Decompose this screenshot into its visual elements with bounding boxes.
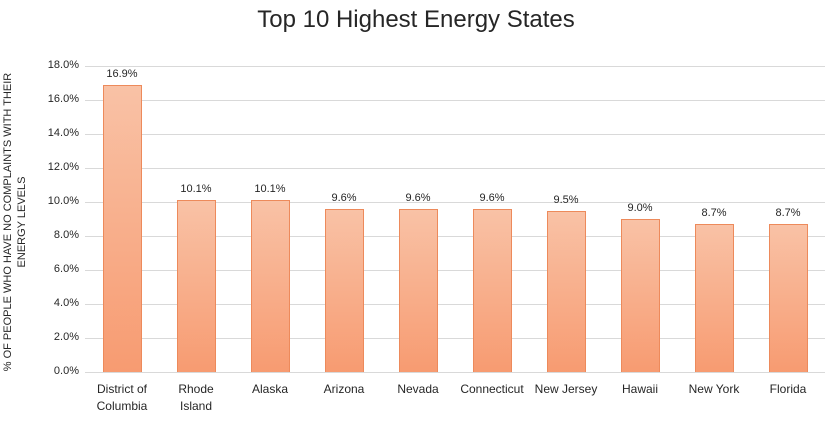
gridline: [85, 134, 825, 135]
y-tick-label: 2.0%: [53, 331, 79, 343]
y-tick-label: 14.0%: [47, 127, 79, 139]
y-tick-label: 8.0%: [53, 229, 79, 241]
gridline: [85, 202, 825, 203]
bar-nevada: [398, 208, 438, 372]
x-category-label: Nevada: [397, 382, 439, 396]
bar-value-label: 9.6%: [331, 191, 357, 204]
gridline: [85, 338, 825, 339]
y-tick-label: 18.0%: [47, 59, 79, 71]
gridline: [85, 66, 825, 67]
x-axis-line: [85, 372, 825, 373]
bar-value-label: 8.7%: [775, 207, 801, 220]
y-tick-label: 4.0%: [53, 297, 79, 309]
x-category-label: Hawaii: [621, 382, 658, 396]
gridline: [85, 270, 825, 271]
bar-rhode-island: [176, 200, 216, 372]
bar-district-of-columbia: [102, 84, 142, 372]
x-category-label: Arizona: [323, 382, 365, 396]
bar-florida: [768, 224, 808, 372]
x-category-label: Connecticut: [460, 382, 524, 396]
bar-value-label: 8.7%: [701, 207, 727, 220]
bar-new-jersey: [546, 210, 586, 372]
gridline: [85, 100, 825, 101]
gridline: [85, 168, 825, 169]
bar-value-label: 9.5%: [553, 193, 579, 206]
bar-connecticut: [472, 208, 512, 372]
bar-value-label: 9.0%: [627, 202, 653, 214]
y-tick-label: 10.0%: [47, 195, 79, 207]
bar-value-label: 10.1%: [180, 183, 212, 196]
bar-alaska: [250, 200, 290, 372]
bar-value-label: 10.1%: [254, 183, 286, 196]
gridline: [85, 236, 825, 237]
y-tick-label: 12.0%: [47, 161, 79, 173]
y-tick-label: 0.0%: [53, 365, 79, 377]
chart-title: Top 10 Highest Energy States: [257, 6, 575, 33]
y-tick-label: 16.0%: [47, 93, 79, 105]
x-category-label: District of Columbia: [96, 382, 148, 413]
bar-arizona: [324, 208, 364, 372]
bar-new-york: [694, 224, 734, 372]
x-category-label: Florida: [769, 382, 807, 396]
bar-value-label: 16.9%: [106, 67, 138, 80]
x-category-label: New York: [688, 382, 740, 396]
gridline: [85, 304, 825, 305]
x-category-label: Rhode Island: [178, 382, 214, 413]
y-tick-label: 6.0%: [53, 263, 79, 275]
bar-value-label: 9.6%: [405, 191, 431, 204]
bar-value-label: 9.6%: [479, 191, 505, 204]
x-category-label: New Jersey: [534, 382, 598, 396]
x-category-label: Alaska: [251, 382, 289, 396]
bar-hawaii: [620, 219, 660, 372]
